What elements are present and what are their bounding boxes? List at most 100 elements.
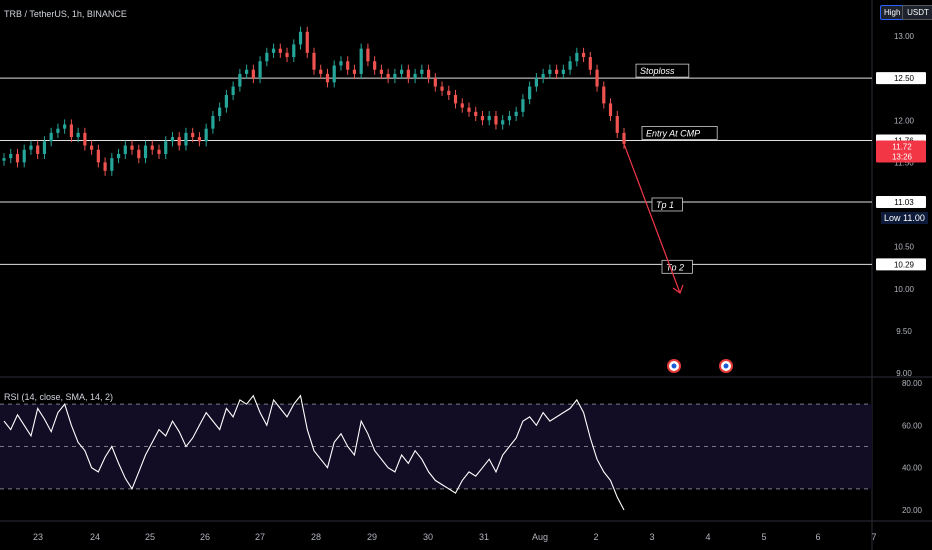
candle-body-60 [406,69,410,79]
candle-body-31 [211,116,215,129]
candle-body-54 [366,48,370,62]
x-tick-11: 3 [649,532,654,542]
level-label-0: Stoploss [635,63,690,78]
candle-body-45 [305,31,309,53]
x-tick-15: 7 [871,532,876,542]
candle-body-12 [83,132,87,146]
candle-body-15 [103,162,107,171]
rsi-tick-2: 40.00 [902,464,923,473]
price-tick-7: 11.03 [894,198,914,207]
candle-body-21 [143,145,148,159]
candle-body-42 [285,52,289,58]
projection-arrow-line [623,143,681,294]
current-price-value: 11.72 [892,143,912,152]
x-tick-3: 26 [200,532,210,542]
candle-body-69 [467,107,471,112]
svg-text:Tp 2: Tp 2 [666,262,684,272]
candle-body-35 [238,73,242,87]
x-tick-13: 5 [761,532,766,542]
candle-body-76 [514,111,518,117]
price-tick-12: 9.50 [896,327,912,336]
candle-body-65 [440,86,444,91]
price-tick-1: 12.50 [894,74,915,83]
candle-body-75 [507,116,512,121]
symbol-title: TRB / TetherUS, 1h, BINANCE [4,9,127,19]
candle-body-84 [568,61,572,70]
price-tick-box-7 [876,195,926,208]
candle-body-82 [555,69,559,74]
candle-body-7 [49,132,53,142]
candle-body-67 [453,94,458,104]
candle-body-26 [177,137,181,146]
current-price-badge [876,140,926,163]
candle-body-19 [130,145,134,150]
candle-body-81 [548,69,552,74]
candle-body-78 [528,86,532,100]
candle-body-9 [63,124,67,129]
x-tick-12: 4 [705,532,710,542]
candle-body-87 [588,57,592,70]
price-tick-13: 9.00 [896,369,912,378]
candle-body-29 [197,137,202,142]
candle-body-37 [251,69,255,79]
candle-body-49 [332,65,336,83]
candle-body-25 [170,137,175,142]
candle-body-50 [339,61,343,66]
candle-body-33 [224,94,228,108]
candle-body-64 [433,78,437,87]
candle-body-71 [480,116,485,121]
x-tick-4: 27 [255,532,265,542]
price-tick-6: 11.50 [894,158,914,167]
candle-body-23 [157,149,161,154]
candle-body-73 [494,116,498,125]
level-label-2: Tp 1 [651,197,683,212]
candle-body-59 [400,69,404,74]
candle-body-52 [352,69,357,74]
candle-body-13 [90,145,94,150]
candle-body-55 [373,61,377,70]
candle-body-4 [29,145,33,150]
x-tick-10: 2 [593,532,598,542]
candle-body-3 [22,149,26,163]
candle-body-32 [218,107,222,117]
candle-body-22 [150,145,154,150]
x-tick-6: 29 [367,532,377,542]
x-tick-7: 30 [423,532,433,542]
candle-body-68 [460,103,464,108]
current-price-countdown: 13:26 [892,153,913,162]
candle-body-27 [184,132,188,146]
high-badge[interactable]: High [880,5,905,20]
candle-body-36 [245,69,249,74]
candle-body-5 [36,145,40,154]
candle-body-56 [379,69,383,74]
candle-body-17 [116,153,121,159]
currency-badge[interactable]: USDT [902,5,932,20]
projection-arrow-head [672,284,684,294]
candle-body-20 [137,149,141,159]
low-badge: Low 11.00 [881,212,928,224]
candle-body-44 [298,31,303,45]
x-tick-14: 6 [815,532,820,542]
event-marker-dot-0 [671,363,677,369]
rsi-tick-1: 60.00 [902,421,923,430]
candle-body-24 [164,141,168,154]
candle-body-92 [622,132,626,144]
candle-body-39 [265,52,269,62]
candle-body-74 [501,120,505,125]
rsi-tick-0: 80.00 [902,379,923,388]
candle-body-63 [426,69,431,79]
level-label-1: Entry At CMP [641,126,718,140]
svg-text:Stoploss: Stoploss [640,66,675,76]
candle-body-89 [602,86,606,104]
candle-body-83 [561,69,565,74]
x-tick-0: 23 [33,532,43,542]
candle-body-61 [413,73,417,79]
candle-body-10 [69,124,73,138]
price-tick-2: 12.00 [894,116,915,125]
candle-body-90 [608,103,613,117]
candle-body-11 [76,132,80,138]
candle-body-43 [292,44,296,58]
candle-body-0 [2,158,6,161]
candle-body-16 [110,158,114,171]
